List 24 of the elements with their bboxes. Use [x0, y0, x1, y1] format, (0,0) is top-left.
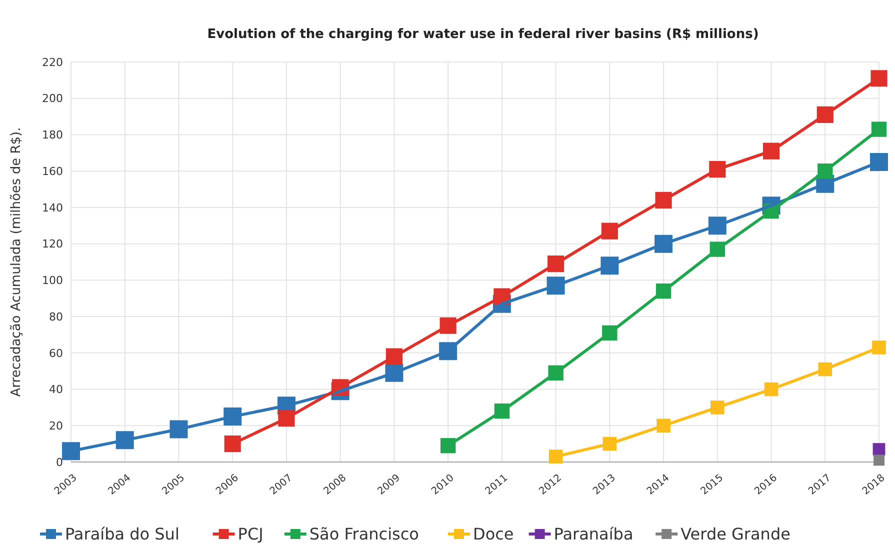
- legend-label: Doce: [473, 524, 514, 544]
- legend-label: Verde Grande: [680, 524, 790, 544]
- legend-label: Paraíba do Sul: [65, 524, 180, 544]
- y-axis-title: Arrecadação Acumulada (milhões de R$).: [9, 127, 24, 397]
- y-tick-label: 200: [42, 92, 63, 106]
- chart-title: Evolution of the charging for water use in federal river basins (R$ millions): [207, 27, 759, 42]
- legend-label: PCJ: [238, 524, 264, 544]
- y-tick-label: 140: [42, 201, 63, 214]
- y-tick-label: 80: [49, 310, 63, 324]
- point: [62, 442, 80, 460]
- legend-label: Paranaíba: [554, 524, 634, 544]
- y-tick-label: 40: [49, 383, 63, 396]
- point: [872, 443, 886, 456]
- point: [874, 454, 884, 466]
- point: [870, 153, 888, 171]
- legend-label: São Francisco: [309, 524, 419, 544]
- y-tick-label: 0: [56, 456, 63, 469]
- y-tick-label: 20: [49, 419, 63, 432]
- y-tick-label: 160: [42, 164, 63, 178]
- y-tick-label: 60: [49, 346, 63, 360]
- y-tick-label: 120: [42, 238, 63, 251]
- y-tick-label: 100: [42, 274, 63, 288]
- y-tick-label: 180: [42, 128, 63, 142]
- y-tick-label: 220: [42, 56, 63, 69]
